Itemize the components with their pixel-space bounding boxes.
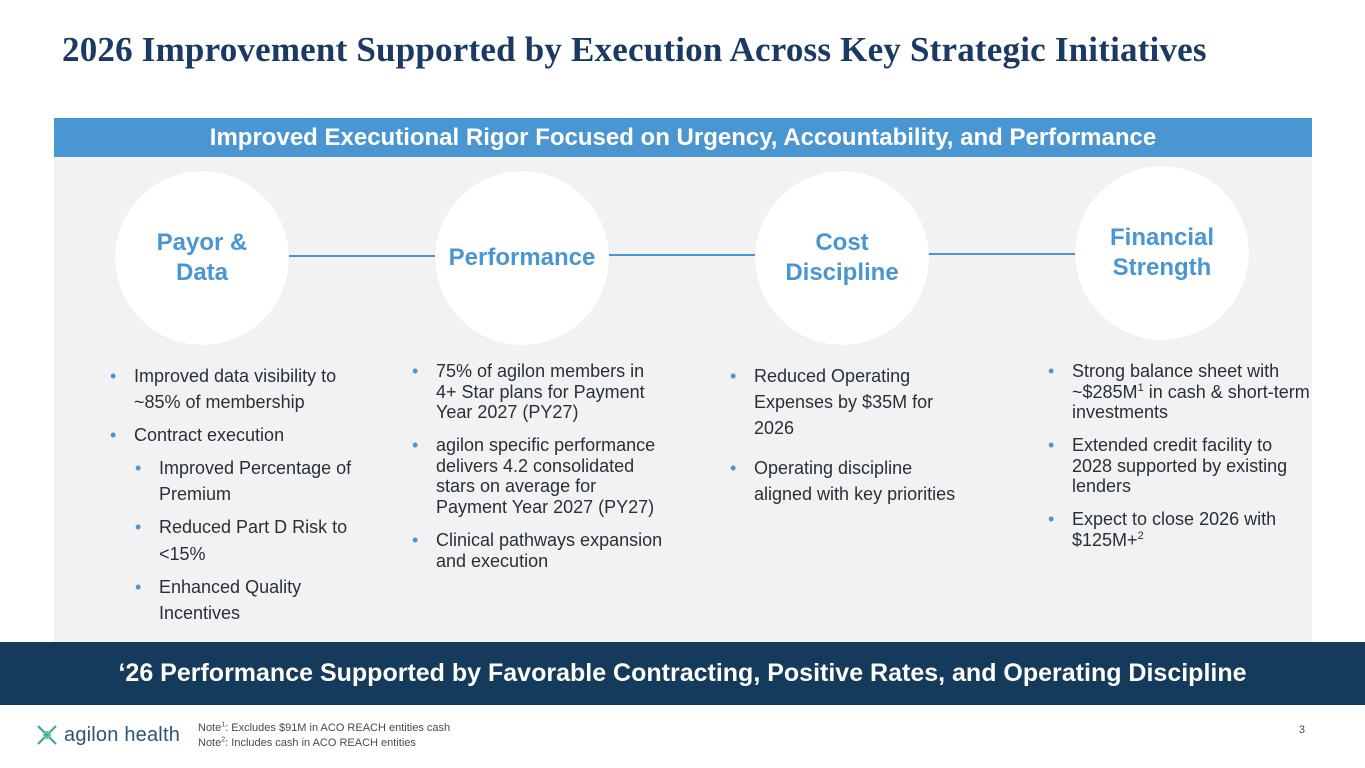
sub-bullet-item: Improved Percentage of Premium (102, 455, 382, 507)
agilon-logo: agilon health (34, 722, 180, 748)
bullet-item: Extended credit facility to 2028 support… (1040, 435, 1310, 497)
bullet-item: agilon specific performance delivers 4.2… (404, 435, 669, 518)
rigor-banner: Improved Executional Rigor Focused on Ur… (54, 118, 1312, 157)
logo-text: agilon health (64, 723, 181, 746)
pillar-title-performance: Performance (448, 244, 596, 271)
connector-line-3 (928, 253, 1078, 255)
bullet-item: Operating discipline aligned with key pr… (722, 455, 962, 507)
bullet-item: Expect to close 2026 with $125M+2 (1040, 509, 1310, 550)
agilon-logo-icon (37, 725, 57, 745)
pillar-title-financial-strength: Financial Strength (1109, 224, 1215, 281)
bullet-item: Contract execution (102, 422, 382, 448)
financial-strength-bullets: Strong balance sheet with ~$285M1 in cas… (1040, 361, 1310, 563)
pillar-circle-cost-discipline: Cost Discipline (755, 171, 929, 345)
connector-line-1 (288, 255, 438, 257)
performance-bullets: 75% of agilon members in 4+ Star plans f… (404, 361, 669, 583)
sub-bullet-item: Enhanced Quality Incentives (102, 574, 382, 626)
bullet-item: Improved data visibility to ~85% of memb… (102, 363, 382, 415)
footnote-1: Note1: Excludes $91M in ACO REACH entiti… (198, 721, 451, 734)
connector-line-2 (608, 254, 758, 256)
performance-footer-banner: ‘26 Performance Supported by Favorable C… (0, 642, 1365, 705)
sub-bullet-item: Reduced Part D Risk to <15% (102, 514, 382, 566)
footnotes: Note1: Excludes $91M in ACO REACH entiti… (198, 721, 450, 751)
cost-discipline-bullets: Reduced Operating Expenses by $35M for 2… (722, 363, 962, 514)
bullet-item: Clinical pathways expansion and executio… (404, 530, 669, 571)
pillar-title-cost-discipline: Cost Discipline (785, 229, 899, 286)
pillar-circle-payor-data: Payor & Data (115, 171, 289, 345)
bullet-item: Strong balance sheet with ~$285M1 in cas… (1040, 361, 1310, 423)
bullet-item: Reduced Operating Expenses by $35M for 2… (722, 363, 962, 441)
page-number: 3 (1298, 724, 1305, 736)
pillar-circle-performance: Performance (435, 171, 609, 345)
pillar-circle-financial-strength: Financial Strength (1075, 166, 1249, 340)
footnote-2: Note2: Includes cash in ACO REACH entiti… (198, 736, 416, 749)
payor-data-bullets: Improved data visibility to ~85% of memb… (102, 363, 382, 633)
page-title: 2026 Improvement Supported by Execution … (62, 30, 1207, 69)
pillar-title-payor-data: Payor & Data (156, 229, 248, 286)
bullet-item: 75% of agilon members in 4+ Star plans f… (404, 361, 669, 423)
initiatives-panel: Improved Executional Rigor Focused on Ur… (54, 118, 1312, 644)
